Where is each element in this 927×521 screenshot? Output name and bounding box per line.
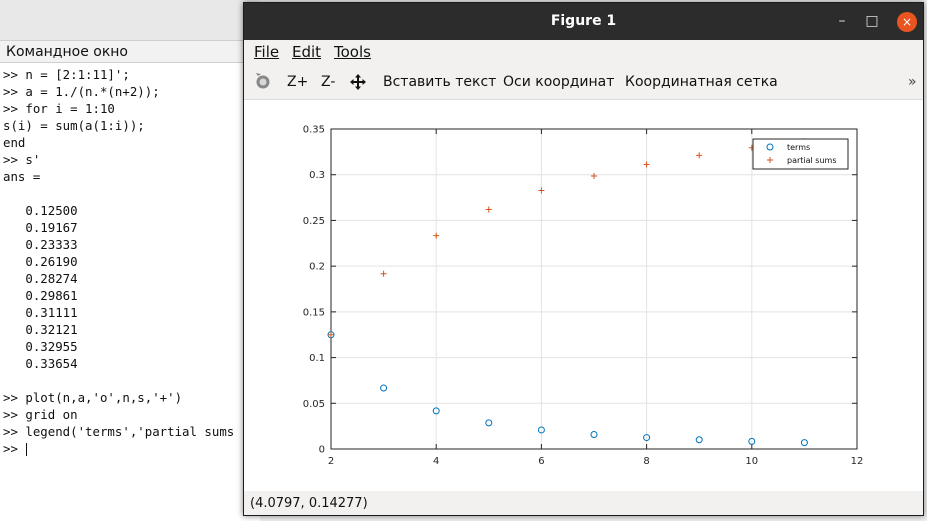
plot-canvas[interactable]: 2 4 6 8 10 12 0 0.05 0.1 0.15 0.2 0.25 0.3 0.35 terms p… (244, 100, 923, 491)
terms-marker (485, 419, 493, 427)
figure-title: Figure 1 (550, 13, 617, 29)
menu-file[interactable]: File (254, 40, 279, 64)
command-line: 0.28274 (3, 271, 78, 286)
command-line: 0.31111 (3, 305, 78, 320)
menu-tools[interactable]: Tools (334, 40, 371, 64)
pan-button[interactable] (349, 65, 369, 112)
toolbar-overflow-button[interactable]: » (908, 74, 917, 90)
insert-text-button[interactable]: Вставить текст (383, 74, 497, 90)
menu-edit-label: Edit (292, 43, 322, 61)
command-line: 0.29861 (3, 288, 78, 303)
y-tick-label: 0.15 (303, 307, 325, 318)
terms-marker (800, 439, 808, 447)
y-tick-label: 0.1 (309, 353, 325, 364)
command-line: 0.32955 (3, 339, 78, 354)
figure-window: Figure 1 – □ × File Edit Tools Z+ Z- Вст… (243, 2, 924, 516)
legend-partial-sums-label: partial sums (787, 156, 837, 165)
command-line: end (3, 135, 26, 150)
pan-icon (350, 74, 366, 90)
command-line: >> n = [2:1:11]'; (3, 67, 130, 82)
command-line: >> for i = 1:10 (3, 101, 115, 116)
menu-file-label: File (254, 43, 280, 61)
zoom-in-button[interactable]: Z+ (287, 74, 309, 90)
figure-toolbar: Z+ Z- Вставить текст Оси координат Коорд… (244, 65, 923, 100)
partial-sums-marker (485, 206, 492, 213)
legend-terms-label: terms (787, 143, 810, 152)
command-line: ans = (3, 169, 41, 184)
figure-titlebar[interactable]: Figure 1 – □ × (244, 3, 923, 40)
y-tick-label: 0.05 (303, 399, 325, 410)
rotate-button[interactable] (255, 65, 273, 112)
partial-sums-marker (643, 161, 650, 168)
x-tick-label: 10 (745, 456, 758, 467)
y-tick-label: 0.25 (303, 216, 325, 227)
terms-marker (380, 384, 388, 392)
y-tick-label: 0.35 (303, 125, 325, 136)
partial-sums-marker (433, 232, 440, 239)
command-line: >> plot(n,a,'o',n,s,'+') (3, 390, 183, 405)
terms-marker (590, 430, 598, 438)
terms-marker (643, 434, 651, 442)
axes-box (330, 128, 858, 450)
command-window-output[interactable]: >> n = [2:1:11]'; >> a = 1./(n.*(n+2)); >>… (3, 66, 234, 457)
command-line: 0.33654 (3, 356, 78, 371)
command-window[interactable]: Командное окно >> n = [2:1:11]'; >> a = 1… (0, 0, 260, 521)
command-line: >> legend('terms','partial sums (3, 424, 235, 439)
y-tick-label: 0.2 (309, 262, 325, 273)
command-line: >> s' (3, 152, 41, 167)
menubar: File Edit Tools (244, 40, 923, 64)
cursor-coordinates: (4.0797, 0.14277) (250, 496, 368, 511)
grid-button[interactable]: Координатная сетка (625, 74, 778, 90)
x-tick-label: 6 (538, 456, 544, 467)
maximize-button[interactable]: □ (865, 13, 879, 29)
rotate-icon (256, 73, 270, 89)
command-line: >> grid on (3, 407, 78, 422)
partial-sums-marker (538, 187, 545, 194)
partial-sums-marker (591, 172, 597, 179)
x-tick-label: 2 (328, 456, 334, 467)
menu-tools-label: Tools (334, 43, 371, 61)
terms-marker (695, 436, 703, 444)
command-line: 0.26190 (3, 254, 78, 269)
y-tick-label: 0 (319, 445, 325, 456)
terms-marker (537, 426, 545, 434)
close-button[interactable]: × (897, 12, 917, 32)
x-tick-label: 8 (643, 456, 649, 467)
command-line: >> (3, 441, 26, 456)
y-tick-label: 0.3 (309, 170, 325, 181)
command-line (3, 372, 234, 389)
command-line: >> a = 1./(n.*(n+2)); (3, 84, 160, 99)
terms-marker (748, 437, 756, 445)
status-bar: (4.0797, 0.14277) (244, 491, 923, 517)
menu-edit[interactable]: Edit (292, 40, 321, 64)
x-tick-label: 12 (851, 456, 864, 467)
axes-button[interactable]: Оси координат (503, 74, 615, 90)
plot-area[interactable]: 2 4 6 8 10 12 0 0.05 0.1 0.15 0.2 0.25 0.3 0.35 terms p… (244, 100, 923, 491)
command-line (3, 185, 234, 202)
text-cursor (26, 443, 28, 456)
command-window-title: Командное окно (0, 41, 260, 63)
minimize-button[interactable]: – (838, 13, 846, 29)
command-line: s(i) = sum(a(1:i)); (3, 118, 145, 133)
partial-sums-marker (328, 331, 334, 338)
x-tick-label: 4 (433, 456, 439, 467)
terms-marker (432, 407, 440, 415)
partial-sums-marker (380, 270, 387, 277)
partial-sums-marker (696, 152, 703, 159)
command-line: 0.19167 (3, 220, 78, 235)
legend-terms-marker (766, 143, 774, 151)
command-line: 0.23333 (3, 237, 78, 252)
zoom-out-button[interactable]: Z- (321, 74, 336, 90)
command-line: 0.12500 (3, 203, 78, 218)
command-line: 0.32121 (3, 322, 78, 337)
legend-partial-sums-marker (767, 157, 773, 163)
command-window-toolbar (0, 0, 260, 41)
